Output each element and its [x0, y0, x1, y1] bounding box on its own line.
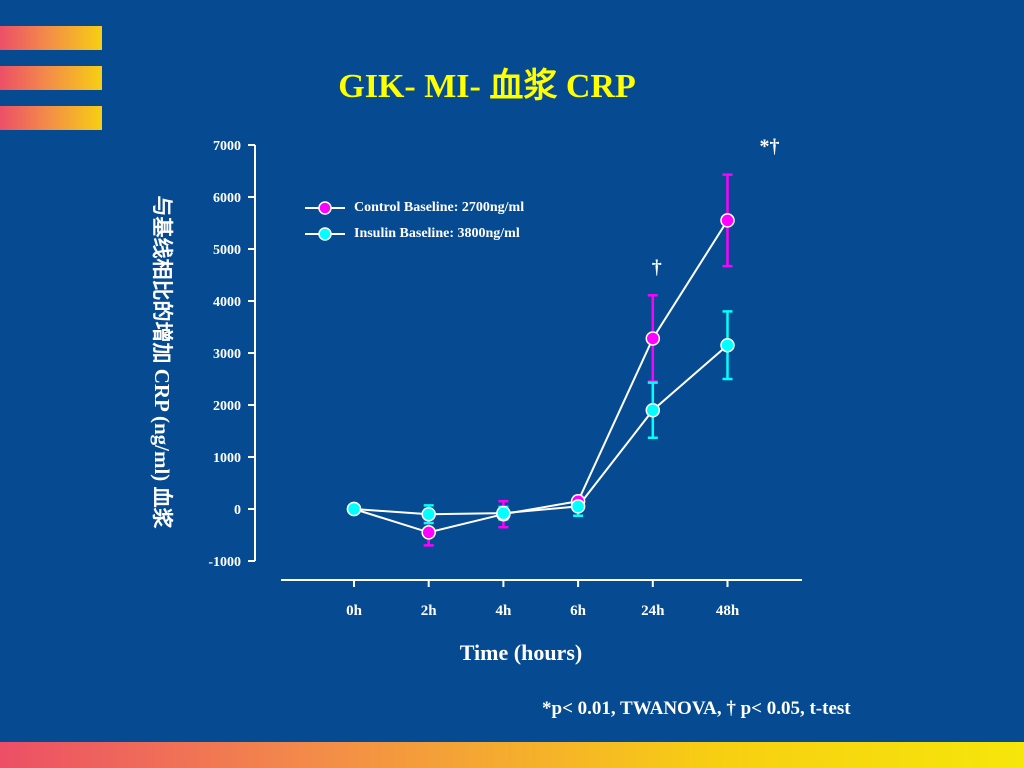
data-point-insulin — [496, 505, 511, 521]
decor-bar-1 — [0, 26, 102, 50]
series-line-control — [353, 219, 729, 534]
footnote: *p< 0.01, TWANOVA, † p< 0.05, t-test — [542, 698, 851, 719]
data-point-insulin — [720, 337, 735, 353]
data-point-insulin — [645, 402, 661, 418]
x-tick-label: 0h — [346, 603, 363, 619]
y-tick-label: 5000 — [213, 243, 241, 258]
slide-title: GIK- MI- 血浆 CRP — [338, 68, 636, 105]
data-point-insulin — [346, 501, 362, 517]
x-tick-label: 2h — [421, 603, 438, 619]
y-tick-label: 0 — [234, 503, 241, 518]
data-point-control — [421, 525, 436, 540]
y-tick-label: -1000 — [208, 555, 241, 570]
x-tick-label: 6h — [570, 603, 587, 619]
series-line-insulin — [353, 344, 729, 516]
significance-marker: *† — [760, 136, 780, 158]
y-tick-label: 3000 — [213, 347, 241, 362]
y-tick-label: 7000 — [213, 139, 241, 154]
legend-marker-insulin — [305, 227, 345, 241]
legend-label-insulin: Insulin Baseline: 3800ng/ml — [354, 226, 520, 241]
decor-bottom-bar — [0, 742, 1024, 768]
y-tick-label: 4000 — [213, 295, 241, 310]
legend-marker-control — [305, 201, 345, 215]
y-tick-label: 2000 — [213, 399, 241, 414]
decor-bar-3 — [0, 106, 102, 130]
x-tick-label: 24h — [641, 603, 665, 619]
data-point-control — [645, 331, 661, 346]
decor-bar-2 — [0, 66, 102, 90]
x-axis-label: Time (hours) — [459, 640, 583, 665]
data-point-control — [720, 213, 735, 228]
y-tick-label: 6000 — [213, 191, 241, 206]
x-tick-label: 4h — [495, 603, 512, 619]
x-tick-label: 48h — [716, 603, 740, 619]
data-point-insulin — [421, 506, 436, 522]
legend-label-control: Control Baseline: 2700ng/ml — [354, 200, 525, 215]
data-point-insulin — [570, 499, 586, 514]
y-tick-label: 1000 — [213, 451, 241, 466]
significance-marker: † — [652, 256, 662, 278]
